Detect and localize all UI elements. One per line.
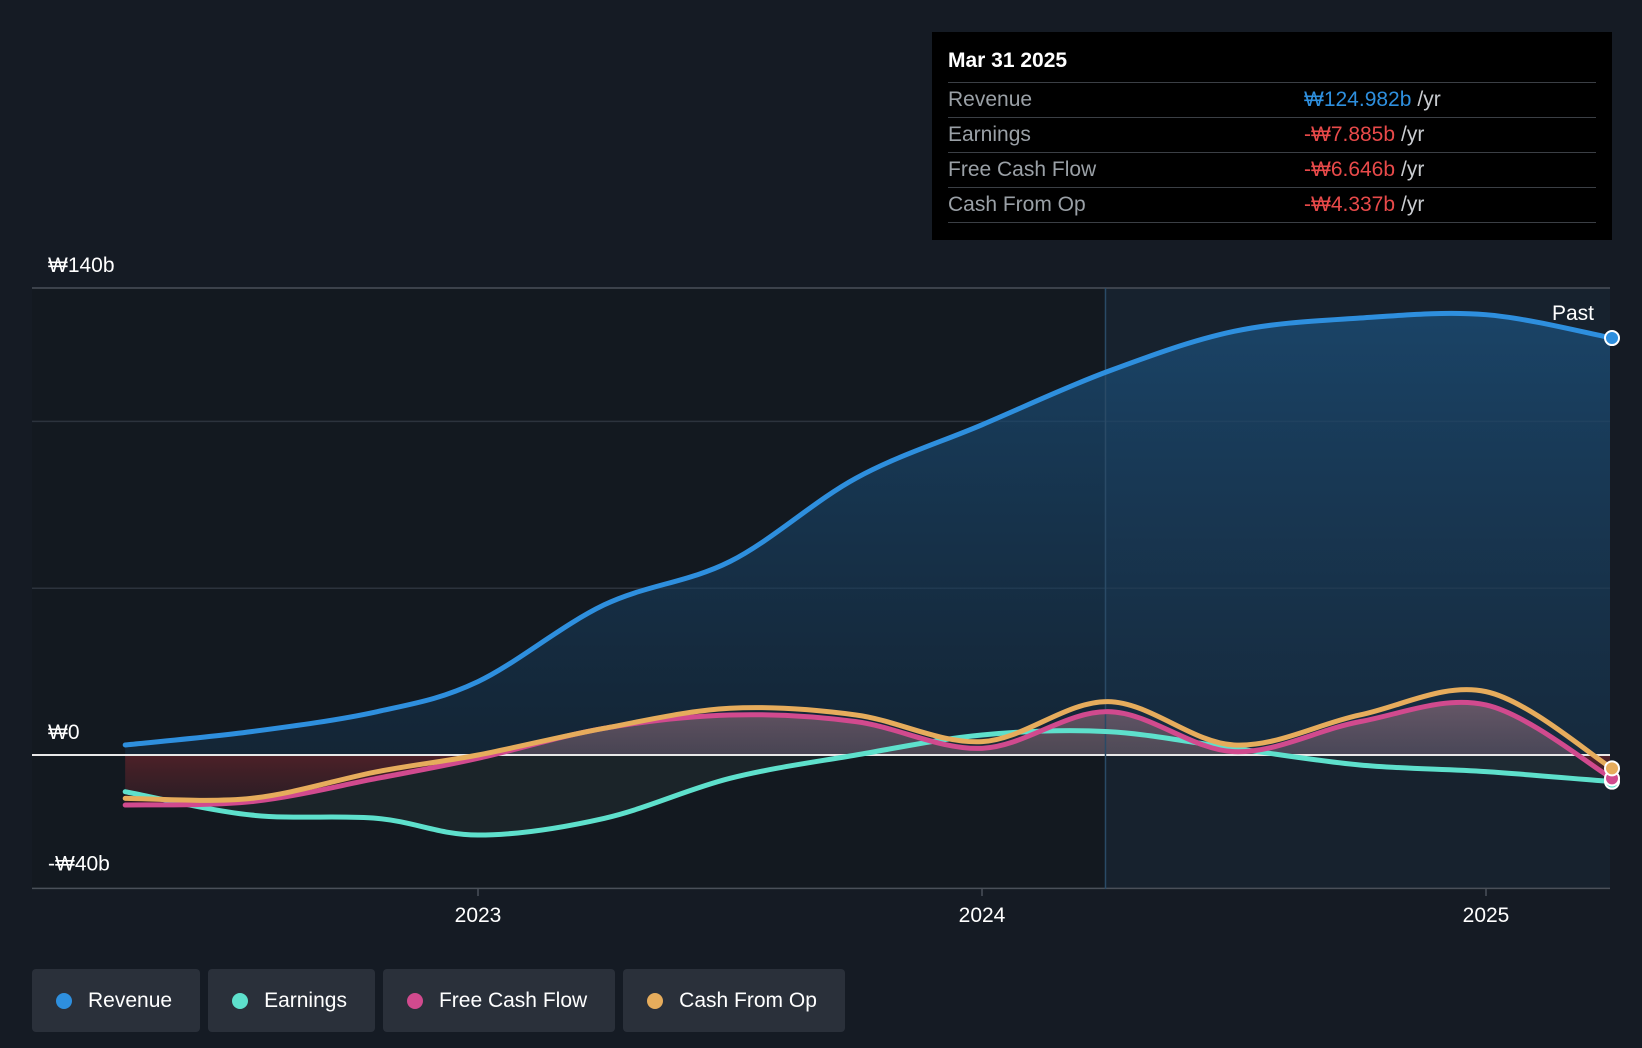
earnings-area	[125, 730, 1610, 836]
legend-label: Earnings	[264, 988, 347, 1012]
tooltip-value: -₩7.885b	[1304, 123, 1396, 146]
series-areas	[125, 313, 1610, 836]
tooltip-value: -₩4.337b	[1304, 193, 1396, 216]
tooltip-unit: /yr	[1401, 123, 1425, 146]
tooltip-unit: /yr	[1417, 88, 1441, 111]
tooltip-unit: /yr	[1401, 158, 1425, 181]
legend-dot-icon	[647, 992, 664, 1009]
tooltip-value: ₩124.982b	[1304, 88, 1412, 111]
x-tick-label: 2025	[1463, 904, 1510, 927]
positive-cashflow-area	[125, 702, 1610, 755]
legend-item-revenue[interactable]: Revenue	[32, 969, 201, 1032]
tooltip-row-cash-from-op: Cash From Op -₩4.337b /yr	[948, 187, 1596, 223]
legend-dot-icon	[56, 992, 72, 1009]
legend-label: Free Cash Flow	[438, 988, 588, 1012]
y-label-zero: ₩0	[48, 721, 80, 744]
free-cash-flow-line	[122, 699, 1615, 808]
x-axis: 2023 2024 2025	[455, 889, 1510, 927]
legend-label: Revenue	[88, 988, 173, 1012]
revenue-area	[125, 313, 1610, 755]
legend-label: Cash From Op	[679, 988, 817, 1012]
legend-item-cash-from-op[interactable]: Cash From Op	[623, 969, 845, 1032]
revenue-end-marker	[1604, 330, 1620, 347]
past-label: Past	[1552, 302, 1594, 325]
tooltip-label: Cash From Op	[948, 193, 1086, 216]
legend: Revenue Earnings Free Cash Flow Cash Fro…	[32, 969, 845, 1032]
earnings-line	[122, 728, 1615, 838]
tooltip-label: Free Cash Flow	[948, 158, 1097, 181]
legend-dot-icon	[406, 992, 423, 1009]
tooltip-date: Mar 31 2025	[948, 49, 1068, 72]
tooltip-row-earnings: Earnings -₩7.885b /yr	[948, 117, 1596, 152]
revenue-line	[122, 310, 1615, 748]
x-tick-label: 2023	[455, 904, 502, 927]
legend-item-earnings[interactable]: Earnings	[208, 969, 375, 1032]
end-markers	[1604, 330, 1620, 790]
tooltip: Mar 31 2025 Revenue ₩124.982b /yr Earnin…	[932, 32, 1612, 240]
cash-from-op-line	[122, 687, 1615, 803]
tooltip-row-free-cash-flow: Free Cash Flow -₩6.646b /yr	[948, 152, 1596, 187]
tooltip-unit: /yr	[1401, 193, 1425, 216]
y-label-top: ₩140b	[48, 254, 115, 277]
negative-cashflow-area	[125, 755, 1610, 806]
tooltip-label: Revenue	[948, 88, 1033, 111]
tooltip-value: -₩6.646b	[1304, 158, 1396, 181]
y-label-bottom: -₩40b	[48, 852, 110, 875]
tooltip-row-revenue: Revenue ₩124.982b /yr	[948, 82, 1596, 117]
y-axis: ₩140b ₩0 -₩40b	[48, 254, 115, 875]
legend-dot-icon	[232, 992, 249, 1009]
x-tick-label: 2024	[959, 904, 1006, 927]
cash-from-op-end-marker	[1604, 760, 1620, 777]
legend-item-free-cash-flow[interactable]: Free Cash Flow	[382, 969, 616, 1032]
tooltip-label: Earnings	[948, 123, 1031, 146]
series-lines	[122, 310, 1615, 838]
